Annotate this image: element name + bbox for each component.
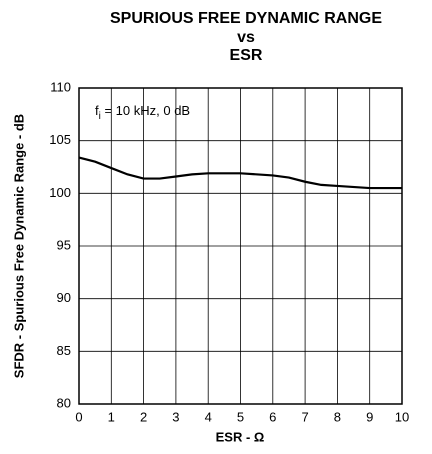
annotation: fi = 10 kHz, 0 dB (95, 103, 190, 121)
plot-frame (78, 87, 403, 405)
x-tick-label: 2 (140, 409, 147, 424)
x-tick-label: 3 (172, 409, 179, 424)
y-tick-label: 95 (57, 237, 71, 252)
x-tick-label: 10 (395, 409, 409, 424)
x-axis-label: ESR - Ω (216, 429, 265, 444)
x-tick-label: 5 (237, 409, 244, 424)
y-tick-label: 105 (49, 132, 71, 147)
y-tick-label: 110 (50, 79, 71, 94)
x-tick-label: 1 (108, 409, 115, 424)
x-tick-label: 4 (205, 409, 212, 424)
data-line (78, 156, 402, 190)
y-tick-label: 85 (57, 343, 71, 358)
annotation-text: f (95, 103, 99, 118)
x-tick-label: 7 (301, 409, 308, 424)
y-tick-label: 80 (57, 395, 71, 410)
chart-title: vs (237, 29, 255, 46)
x-tick-label: 8 (334, 409, 341, 424)
chart-title: SPURIOUS FREE DYNAMIC RANGE (110, 10, 382, 27)
x-tick-label: 6 (269, 409, 276, 424)
annotation-subscript: i (99, 111, 101, 122)
y-axis-label: SFDR - Spurious Free Dynamic Range - dB (11, 114, 26, 378)
x-tick-label: 9 (366, 409, 373, 424)
annotation-text: = 10 kHz, 0 dB (101, 103, 190, 118)
y-tick-label: 100 (49, 185, 71, 200)
x-tick-label: 0 (75, 409, 82, 424)
y-tick-label: 90 (57, 290, 71, 305)
chart-title: ESR (230, 47, 263, 64)
